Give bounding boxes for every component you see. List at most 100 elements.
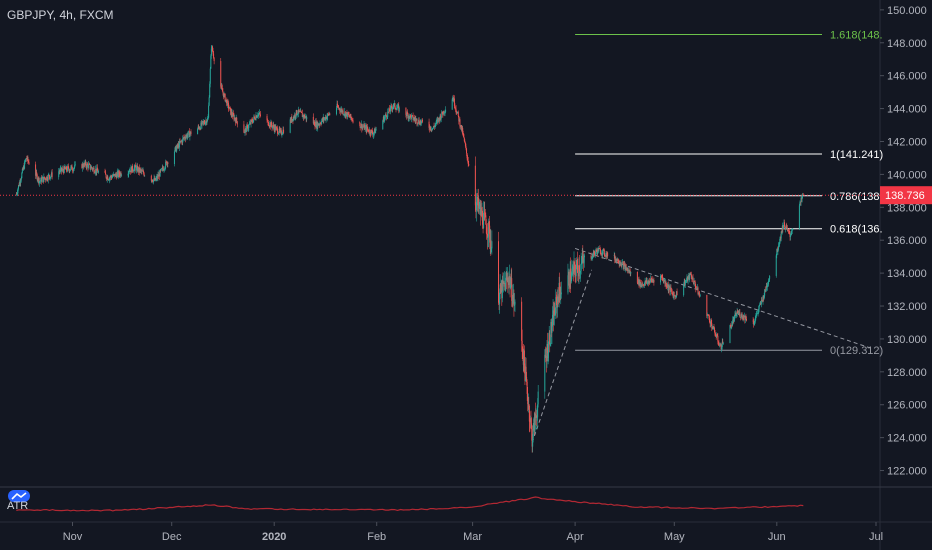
candle-body	[742, 317, 744, 319]
candle-body	[459, 119, 461, 127]
candle-body	[228, 108, 230, 109]
candle-body	[159, 173, 161, 177]
candle-body	[431, 129, 433, 131]
candle-body	[615, 259, 617, 262]
last-price-label: 138.736	[885, 190, 925, 202]
candle-body	[251, 120, 253, 122]
candle-body	[84, 163, 86, 165]
candle-body	[525, 366, 527, 381]
candle-body	[617, 258, 619, 263]
candle-body	[189, 131, 191, 134]
candle-body	[421, 119, 423, 122]
candle-body	[322, 118, 324, 121]
candle-body	[51, 172, 53, 178]
candle-body	[70, 166, 72, 170]
candle-body	[113, 174, 115, 175]
candle-body	[25, 158, 27, 159]
candle-body	[139, 167, 141, 172]
candle-body	[271, 125, 273, 128]
candle-body	[44, 178, 46, 179]
candle-body	[512, 296, 514, 303]
candle-body	[36, 172, 38, 175]
candle-body	[453, 98, 455, 102]
candle-body	[579, 265, 581, 274]
candle-body	[203, 121, 205, 123]
candle-body	[132, 170, 134, 172]
candle-body	[338, 108, 340, 110]
candle-body	[141, 170, 143, 172]
candle-body	[397, 105, 399, 107]
fibonacci-levels[interactable]: 1.618(148. 1(141.241) 0.786(138. 0.618(136.…	[575, 30, 883, 358]
candle-body	[386, 116, 388, 118]
candle-body	[37, 179, 39, 181]
time-axis[interactable]: Nov Dec 2020 Feb Mar Apr May Jun Jul	[63, 522, 883, 543]
trendlines[interactable]	[531, 247, 873, 443]
candle-body	[646, 281, 648, 283]
candle-body	[206, 121, 208, 124]
candle-body	[26, 158, 28, 160]
candle-body	[666, 286, 668, 287]
candle-body	[755, 313, 757, 317]
candle-body	[211, 46, 213, 52]
candle-body	[300, 111, 302, 113]
price-axis[interactable]: 150.000 148.000 146.000 144.000 142.000 140.0…	[880, 5, 927, 478]
candle-body	[731, 324, 733, 326]
candle-body	[277, 128, 279, 134]
candle-body	[387, 111, 389, 113]
candle-body	[299, 111, 301, 112]
candle-body	[269, 122, 271, 127]
candle-body	[675, 295, 677, 297]
candle-body	[87, 164, 89, 169]
candle-body	[132, 165, 134, 171]
candle-body	[367, 129, 369, 130]
candle-body	[35, 164, 37, 176]
candle-body	[305, 116, 307, 118]
candle-body	[604, 254, 606, 256]
candle-body	[280, 130, 282, 135]
candle-body	[573, 262, 575, 274]
candle-body	[321, 118, 323, 121]
candle-body	[112, 174, 114, 177]
candle-body	[458, 115, 460, 122]
candle-body	[623, 264, 625, 269]
candle-body	[767, 284, 769, 286]
candle-body	[323, 117, 325, 120]
time-tick-label: Dec	[162, 531, 182, 543]
candle-body	[156, 176, 158, 179]
candle-body	[349, 116, 351, 118]
atr-pane	[16, 496, 804, 512]
candle-body	[338, 107, 340, 109]
candle-body	[227, 102, 229, 109]
candle-body	[698, 292, 700, 295]
candle-body	[59, 171, 61, 172]
candle-body	[579, 271, 581, 274]
candle-body	[200, 122, 202, 126]
candle-body	[257, 113, 259, 116]
candle-body	[591, 257, 593, 259]
candle-body	[200, 122, 202, 130]
candle-body	[606, 252, 608, 258]
candle-body	[199, 128, 201, 129]
candle-body	[779, 236, 781, 243]
candle-body	[205, 120, 207, 123]
candle-body	[466, 148, 468, 154]
candle-body	[162, 167, 164, 169]
candle-body	[686, 276, 688, 281]
candle-body	[301, 112, 303, 113]
candle-body	[507, 282, 509, 286]
candle-body	[209, 83, 211, 98]
candle-body	[715, 335, 717, 337]
candle-body	[647, 280, 649, 284]
candle-body	[212, 51, 214, 54]
candle-body	[72, 170, 74, 171]
candle-body	[187, 131, 189, 136]
candle-body	[532, 425, 534, 439]
candle-body	[685, 280, 687, 282]
candle-body	[488, 221, 490, 237]
candle-body	[129, 170, 131, 172]
candle-body	[745, 315, 747, 320]
candle-body	[360, 126, 362, 128]
price-tick-label: 148.000	[887, 38, 927, 50]
candle-body	[707, 314, 709, 316]
